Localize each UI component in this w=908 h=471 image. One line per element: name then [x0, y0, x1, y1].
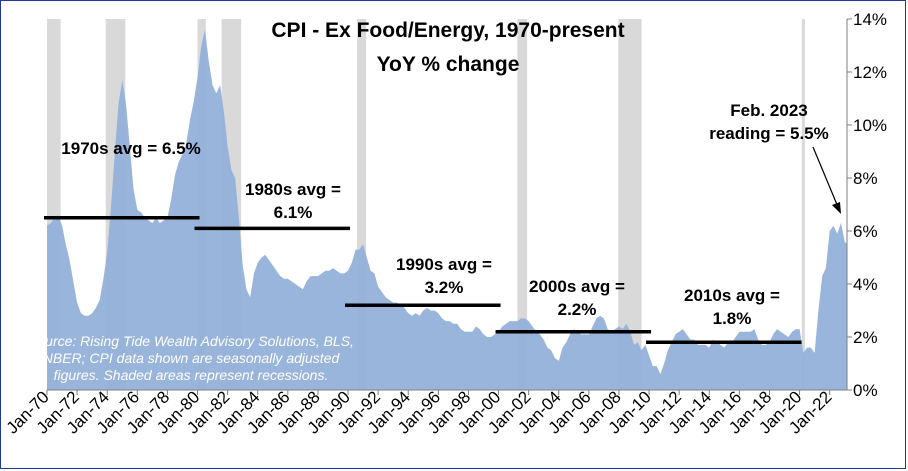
x-axis-ticks: Jan-70Jan-72Jan-74Jan-76Jan-78Jan-80Jan-…: [3, 387, 836, 437]
y-tick-label-5: 10%: [853, 116, 887, 135]
y-tick-label-1: 2%: [853, 328, 878, 347]
y-tick-label-2: 4%: [853, 275, 878, 294]
decade-averages: 1970s avg = 6.5% 1980s avg = 6.1% 1990s avg…: [44, 139, 802, 345]
callout-arrow-head: [832, 202, 841, 214]
avg-label-0: 1970s avg = 6.5%: [61, 139, 200, 158]
callout-line-2: reading = 5.5%: [709, 124, 829, 143]
avg-label-3-line-1: 2.2%: [558, 300, 597, 319]
avg-label-2-line-0: 1990s avg =: [396, 255, 492, 274]
y-tick-label-0: 0%: [853, 381, 878, 400]
recession-band-5: [517, 19, 528, 390]
avg-label-1-line-1: 6.1%: [274, 203, 313, 222]
chart-title: CPI - Ex Food/Energy, 1970-present: [271, 19, 624, 42]
recession-band-4: [357, 19, 367, 390]
recession-band-7: [801, 19, 805, 390]
chart-subtitle: YoY % change: [377, 53, 520, 76]
avg-label-4-line-1: 1.8%: [713, 309, 752, 328]
callout-line-1: Feb. 2023: [730, 101, 808, 120]
cpi-area-series: [47, 29, 847, 390]
source-line-3: figures. Shaded areas represent recessio…: [54, 367, 329, 383]
recession-band-6: [618, 19, 642, 390]
source-line-1: Source: Rising Tide Wealth Advisory Solu…: [28, 333, 354, 349]
avg-label-1-line-0: 1980s avg =: [245, 180, 341, 199]
y-tick-label-4: 8%: [853, 169, 878, 188]
avg-label-4-line-0: 2010s avg =: [684, 286, 780, 305]
y-tick-label-3: 6%: [853, 222, 878, 241]
source-line-2: NBER; CPI data shown are seasonally adju…: [43, 350, 341, 366]
avg-label-2-line-1: 3.2%: [425, 278, 464, 297]
avg-label-3-line-0: 2000s avg =: [529, 277, 625, 296]
y-tick-label-7: 14%: [853, 10, 887, 29]
y-tick-label-6: 12%: [853, 63, 887, 82]
callout-arrow-shaft: [812, 146, 839, 208]
y-axis-ticks: 0% 2% 4% 6% 8% 10% 12% 14%: [847, 10, 887, 400]
